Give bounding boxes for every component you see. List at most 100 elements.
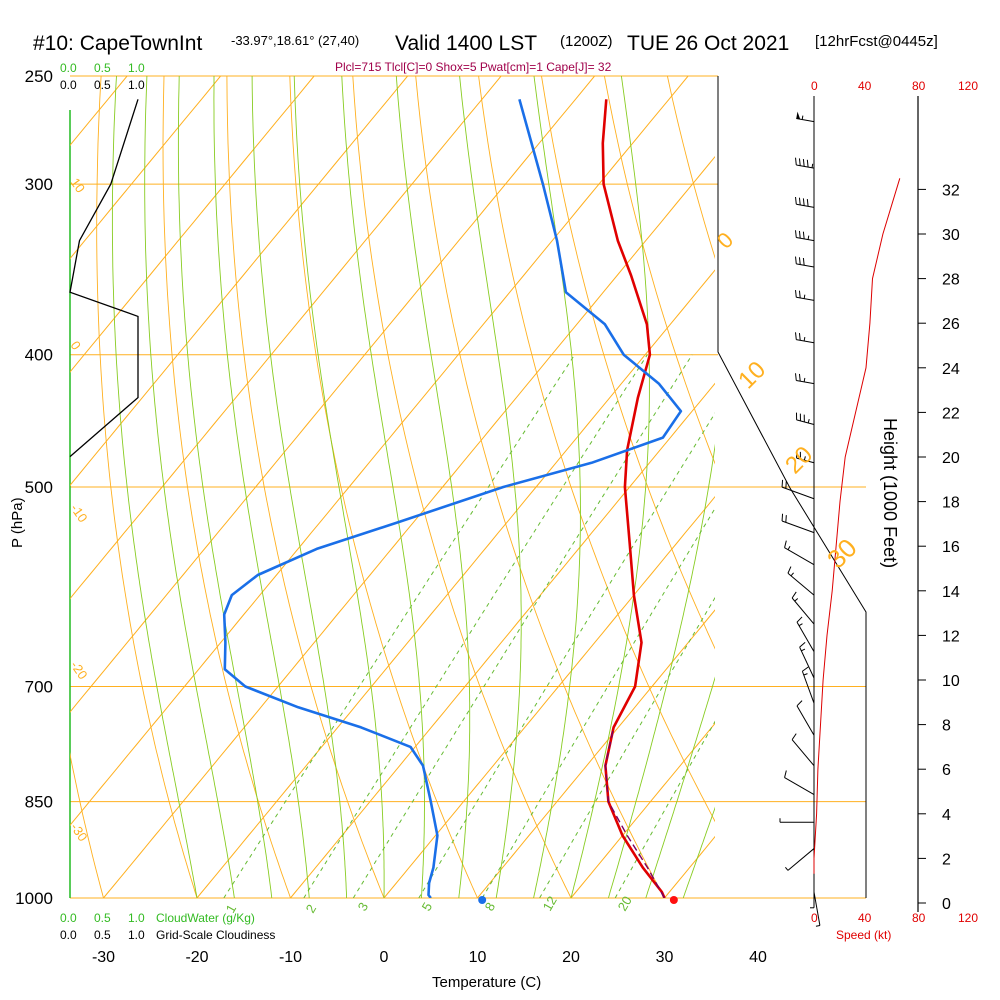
wind-barb-920 <box>785 848 815 871</box>
isotherm-label-20: 20 <box>780 441 818 479</box>
dry-adiabat--30 <box>70 751 104 898</box>
wind-barb-365 <box>795 289 815 301</box>
moist-adiabat-24 <box>607 443 715 898</box>
wind-barb-full <box>798 257 801 265</box>
speed-bottom-120: 120 <box>958 911 978 925</box>
wind-barb-staff <box>796 419 815 426</box>
isotherm--30 <box>103 155 715 898</box>
pressure-label-500: 500 <box>25 478 53 497</box>
wind-barb-half <box>811 163 814 168</box>
dewpoint-line <box>222 98 683 898</box>
station-coords: -33.97°,18.61° (27,40) <box>231 33 359 48</box>
wind-barb-720 <box>801 666 815 704</box>
wind-barb-half <box>803 294 806 299</box>
isotherm--10 <box>290 382 715 898</box>
isotherm--80 <box>70 76 315 373</box>
isotherm-10 <box>477 609 715 898</box>
wind-barb-full <box>802 666 809 672</box>
mixing-ratio-3 <box>352 354 693 898</box>
wind-barb-880 <box>779 818 814 823</box>
mixing-ratio-2 <box>303 354 648 898</box>
height-label-10: 10 <box>942 673 960 690</box>
height-label-4: 4 <box>942 807 951 824</box>
mixing-ratio-label-20: 20 <box>615 893 635 913</box>
dry-adiabat-20 <box>352 76 572 898</box>
dry-adiabat--10 <box>162 76 291 898</box>
left-temp-label--20: -20 <box>68 658 91 682</box>
height-axis-title: Height (1000 Feet) <box>880 418 900 568</box>
pressure-label-400: 400 <box>25 346 53 365</box>
moist-adiabat--16 <box>144 76 235 898</box>
mixing-ratio-12 <box>539 596 715 898</box>
cloudiness-bottom-0: 0.0 <box>60 928 77 942</box>
pressure-label-250: 250 <box>25 67 53 86</box>
wind-barb-staff <box>796 379 815 385</box>
cloudwater-bottom-1: 1.0 <box>128 911 145 925</box>
surface-temperature-marker <box>669 896 678 904</box>
wind-barb-990 <box>813 891 821 927</box>
x-tick-label--10: -10 <box>279 949 302 966</box>
left-temp-label-10: 10 <box>68 175 89 195</box>
wind-barb-full <box>802 257 805 266</box>
moist-adiabat-28 <box>645 676 715 898</box>
height-label-12: 12 <box>942 628 960 645</box>
height-label-6: 6 <box>942 762 951 779</box>
wind-barb-full <box>795 196 797 205</box>
wind-barb-630 <box>791 591 815 625</box>
height-label-8: 8 <box>942 718 951 735</box>
speed-top-0: 0 <box>811 79 818 93</box>
wind-barb-840 <box>784 770 815 796</box>
wind-barb-full <box>795 256 797 264</box>
wind-barb-450 <box>795 412 815 426</box>
x-tick-label--20: -20 <box>185 949 208 966</box>
isotherm--70 <box>70 76 408 487</box>
cloudwater-top-1: 1.0 <box>128 61 145 75</box>
y-axis-title: P (hPa) <box>9 497 26 548</box>
wind-barb-staff <box>787 848 815 871</box>
pressure-label-700: 700 <box>25 678 53 697</box>
isotherm--60 <box>70 76 502 600</box>
isotherm-label-10: 10 <box>733 356 771 394</box>
wind-barb-800 <box>791 733 815 767</box>
surface-dewpoint-marker <box>478 896 487 904</box>
speed-top-120: 120 <box>958 79 978 93</box>
wind-barb-392 <box>795 332 815 344</box>
dry-adiabat-40 <box>478 76 715 823</box>
wind-barb-full <box>787 566 792 574</box>
plot-right-boundary <box>717 76 867 898</box>
height-label-32: 32 <box>942 182 960 199</box>
wind-barb-full <box>798 290 801 299</box>
wind-barb-half <box>798 623 803 627</box>
pressure-label-1000: 1000 <box>15 889 53 908</box>
valid-time: Valid 1400 LST <box>395 32 537 55</box>
cloudwater-bottom-0: 0.0 <box>60 911 77 925</box>
wind-barb-flag <box>796 111 801 120</box>
speed-bottom-80: 80 <box>912 911 926 925</box>
wind-barb-half <box>803 336 806 342</box>
height-label-24: 24 <box>942 361 960 378</box>
mixing-ratio-8 <box>481 507 715 898</box>
wind-barb-full <box>806 199 809 207</box>
height-label-18: 18 <box>942 495 960 512</box>
wind-barb-half <box>803 456 806 461</box>
wind-barb-full <box>795 332 797 340</box>
isotherm-label-0: 0 <box>712 227 738 253</box>
isotherm-20 <box>570 722 715 898</box>
x-tick-label-20: 20 <box>562 949 580 966</box>
wind-barb-half <box>803 377 806 382</box>
parcel-line <box>604 727 666 898</box>
isotherm--20 <box>196 269 715 898</box>
isotherm--40 <box>70 76 689 827</box>
wind-speed-line <box>813 178 901 903</box>
speed-top-40: 40 <box>858 79 872 93</box>
wind-barb-full <box>798 230 801 239</box>
wind-barb-half <box>815 925 820 927</box>
wind-barb-staff <box>796 296 815 301</box>
mixing-ratio-label-12: 12 <box>540 893 560 913</box>
moist-adiabat-32 <box>682 806 715 898</box>
wind-barb-staff <box>796 263 815 268</box>
sounding-series <box>222 98 683 898</box>
cloudwater-top-05: 0.5 <box>94 61 111 75</box>
wind-barb-half <box>785 867 789 871</box>
